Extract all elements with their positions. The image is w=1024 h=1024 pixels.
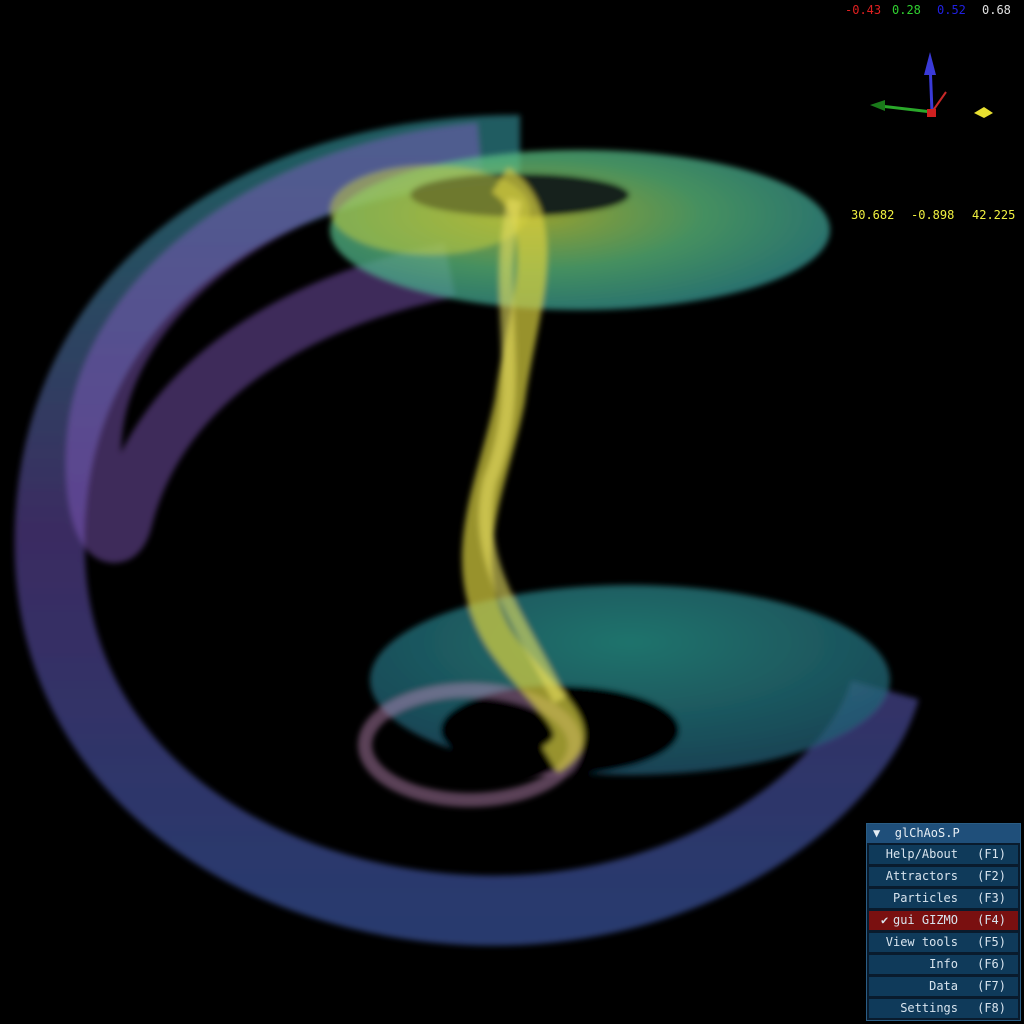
menu-item-label: Attractors	[885, 869, 958, 883]
menu-item-label: Particles	[892, 891, 958, 905]
axis-gizmo	[870, 52, 993, 118]
menu-item-key: (F4)	[977, 913, 1006, 927]
main-menu: ▼ glChAoS.P Help/About (F1) Attractors (F2)…	[866, 823, 1021, 1021]
menu-item-label: Help/About	[885, 847, 958, 861]
position-value: 42.225	[972, 208, 1016, 222]
menu-title-text: glChAoS.P	[894, 826, 960, 840]
menu-item-label: Data	[929, 979, 958, 993]
menu-item-key: (F1)	[977, 847, 1006, 861]
menu-item-key: (F7)	[977, 979, 1006, 993]
position-value: -0.898	[911, 208, 955, 222]
collapse-arrow: ▼	[873, 826, 895, 840]
menu-item[interactable]: Info (F6)	[869, 955, 1018, 974]
menu-item-key: (F3)	[977, 891, 1006, 905]
menu-title[interactable]: ▼ glChAoS.P	[867, 824, 1020, 843]
menu-item-key: (F6)	[977, 957, 1006, 971]
menu-item-key: (F8)	[977, 1001, 1006, 1015]
menu-item[interactable]: Data (F7)	[869, 977, 1018, 996]
quaternion-value: -0.43	[845, 3, 882, 17]
menu-item-key: (F5)	[977, 935, 1006, 949]
menu-item-label: Settings	[900, 1001, 958, 1015]
quaternion-value: 0.68	[982, 3, 1011, 17]
menu-item[interactable]: Particles (F3)	[869, 889, 1018, 908]
check-mark: ✔	[881, 913, 889, 927]
menu-item-label: View tools	[885, 935, 958, 949]
quaternion-value: 0.28	[892, 3, 921, 17]
menu-item[interactable]: Settings (F8)	[869, 999, 1018, 1018]
menu-item-label: gui GIZMO	[892, 913, 958, 927]
position-value: 30.682	[851, 208, 895, 222]
menu-item[interactable]: ✔ gui GIZMO (F4)	[869, 911, 1018, 930]
menu-item-key: (F2)	[977, 869, 1006, 883]
menu-item[interactable]: Attractors (F2)	[869, 867, 1018, 886]
menu-item[interactable]: View tools (F5)	[869, 933, 1018, 952]
quaternion-value: 0.52	[937, 3, 966, 17]
attractor	[14, 115, 919, 946]
menu-item[interactable]: Help/About (F1)	[869, 845, 1018, 864]
menu-item-label: Info	[929, 957, 958, 971]
